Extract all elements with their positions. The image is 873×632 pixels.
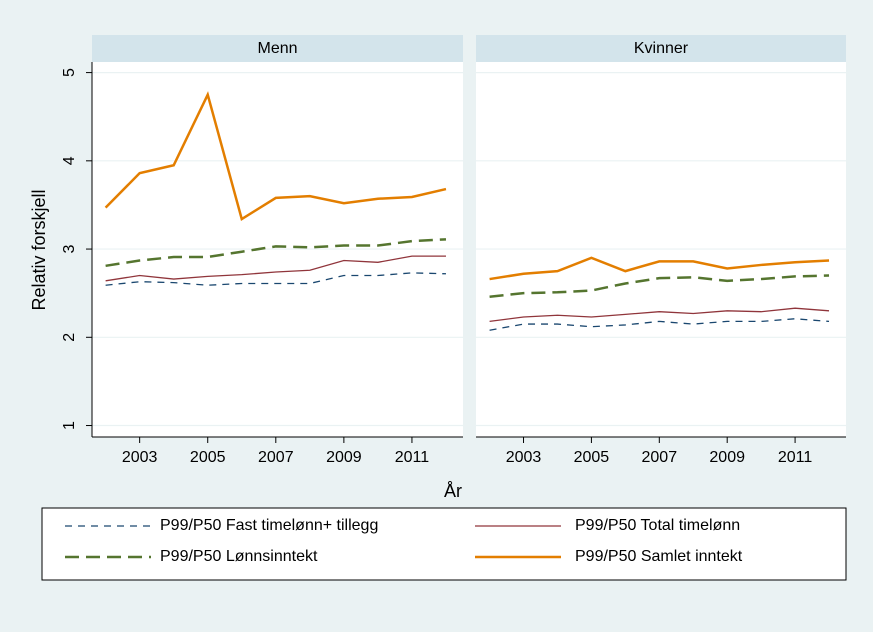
- x-axis-label: År: [444, 481, 462, 501]
- data-line: [105, 238, 447, 268]
- legend-label: P99/P50 Samlet inntekt: [575, 548, 743, 565]
- x-tick-label: 2009: [326, 449, 362, 466]
- y-axis-label: Relativ forskjell: [29, 189, 49, 310]
- x-tick-label: 2005: [574, 449, 610, 466]
- data-line: [104, 91, 447, 222]
- y-tick-label: 3: [61, 245, 78, 254]
- legend-label: P99/P50 Lønnsinntekt: [160, 548, 318, 565]
- panel-title: Menn: [257, 40, 297, 57]
- x-tick-label: 2009: [709, 449, 745, 466]
- x-tick-label: 2005: [190, 449, 226, 466]
- x-tick-label: 2011: [778, 449, 813, 466]
- x-tick-label: 2003: [122, 449, 158, 466]
- x-tick-label: 2007: [258, 449, 294, 466]
- data-line: [489, 256, 830, 281]
- panel-header: [476, 35, 846, 62]
- data-line: [105, 272, 446, 286]
- legend-label: P99/P50 Fast timelønn+ tillegg: [160, 517, 378, 534]
- y-tick-label: 2: [61, 333, 78, 342]
- data-line: [489, 274, 830, 298]
- y-tick-label: 4: [61, 156, 78, 165]
- panel-title: Kvinner: [634, 40, 689, 57]
- y-tick-label: 1: [61, 421, 78, 430]
- data-line: [489, 318, 830, 331]
- y-tick-label: 5: [61, 68, 78, 77]
- legend-box: [41, 507, 847, 581]
- x-tick-label: 2003: [506, 449, 542, 466]
- data-line: [489, 307, 830, 323]
- x-tick-label: 2007: [642, 449, 678, 466]
- x-tick-label: 2011: [395, 449, 430, 466]
- panel-header: [92, 35, 463, 62]
- data-line: [105, 255, 446, 282]
- legend-label: P99/P50 Total timelønn: [575, 517, 740, 534]
